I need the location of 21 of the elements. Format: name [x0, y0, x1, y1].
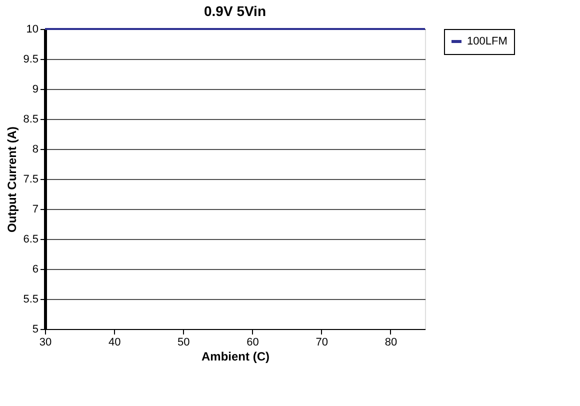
y-tick-label: 6.5	[23, 234, 38, 246]
y-tick-label: 5	[32, 324, 38, 336]
x-tick-label: 70	[316, 336, 328, 348]
y-axis-title: Output Current (A)	[5, 126, 20, 232]
y-tick-label: 6	[32, 264, 38, 276]
y-tick-label: 7	[32, 204, 38, 216]
x-tick-label: 50	[178, 336, 190, 348]
y-tick-label: 9.5	[23, 54, 38, 66]
chart-title: 0.9V 5Vin	[204, 3, 266, 19]
y-tick-label: 8.5	[23, 114, 38, 126]
y-tick-label: 5.5	[23, 294, 38, 306]
y-tick-label: 8	[32, 144, 38, 156]
y-tick-label: 7.5	[23, 174, 38, 186]
x-tick-label: 40	[108, 336, 121, 348]
x-tick-label: 80	[384, 336, 398, 348]
y-tick-label: 10	[26, 24, 38, 36]
x-axis-title: Ambient (C)	[202, 350, 270, 364]
y-tick-label: 9	[32, 84, 38, 96]
x-tick-label: 30	[39, 336, 52, 348]
x-tick-label: 60	[246, 336, 259, 348]
legend-label: 100LFM	[467, 36, 508, 48]
